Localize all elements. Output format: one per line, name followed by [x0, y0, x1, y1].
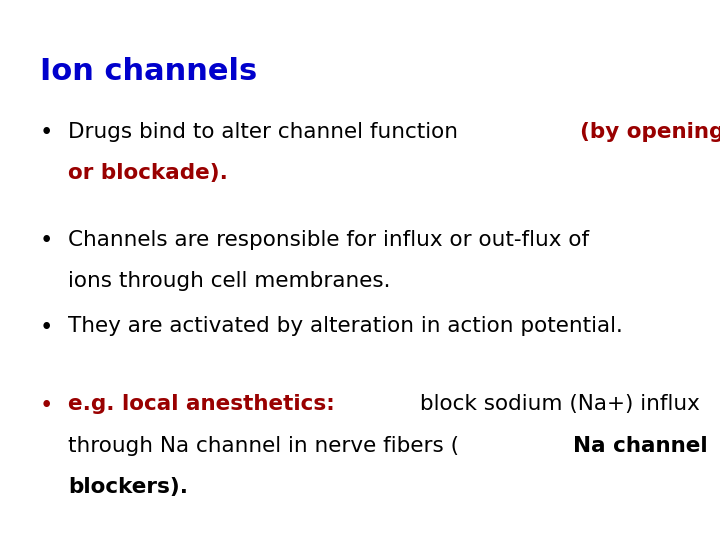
Text: through Na channel in nerve fibers (: through Na channel in nerve fibers ( — [68, 436, 459, 456]
Text: •: • — [40, 230, 53, 253]
Text: Drugs bind to alter channel function: Drugs bind to alter channel function — [68, 122, 465, 141]
Text: They are activated by alteration in action potential.: They are activated by alteration in acti… — [68, 316, 624, 336]
Text: Na channel: Na channel — [573, 436, 708, 456]
Text: or blockade).: or blockade). — [68, 163, 228, 183]
Text: •: • — [40, 394, 53, 417]
Text: ions through cell membranes.: ions through cell membranes. — [68, 271, 391, 291]
Text: Ion channels: Ion channels — [40, 57, 257, 86]
Text: •: • — [40, 122, 53, 145]
Text: Channels are responsible for influx or out-flux of: Channels are responsible for influx or o… — [68, 230, 590, 249]
Text: (by opening: (by opening — [580, 122, 720, 141]
Text: •: • — [40, 316, 53, 339]
Text: e.g. local anesthetics:: e.g. local anesthetics: — [68, 394, 335, 414]
Text: block sodium (Na+) influx: block sodium (Na+) influx — [413, 394, 699, 414]
Text: blockers).: blockers). — [68, 477, 189, 497]
